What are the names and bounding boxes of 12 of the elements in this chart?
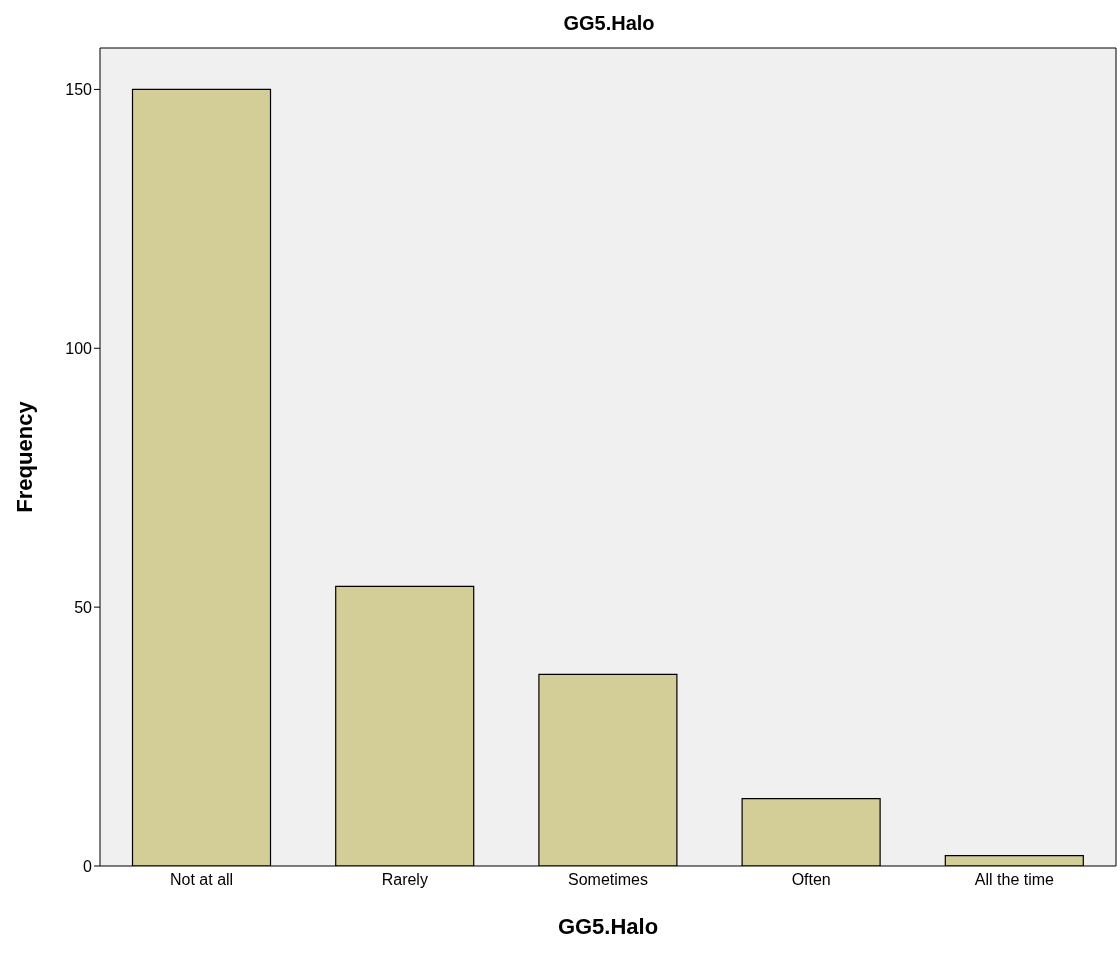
x-tick-label: All the time — [974, 871, 1055, 889]
x-tick-label: Rarely — [381, 871, 428, 889]
y-tick-label: 150 — [65, 81, 93, 99]
y-tick-label: 0 — [83, 857, 93, 875]
chart-title: GG5.Halo — [562, 12, 656, 35]
y-axis-title: Frequency — [11, 400, 37, 513]
y-tick-label: 50 — [74, 598, 93, 616]
x-axis-title: GG5.Halo — [557, 914, 659, 939]
x-tick-label: Not at all — [170, 871, 234, 889]
x-tick-label: Sometimes — [567, 871, 649, 889]
x-tick-label: Often — [791, 871, 831, 889]
y-tick-label: 100 — [65, 339, 93, 357]
